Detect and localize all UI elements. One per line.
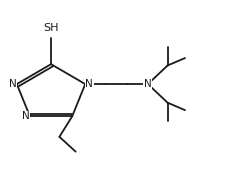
Text: N: N (85, 79, 93, 89)
Text: N: N (22, 111, 30, 121)
Text: SH: SH (43, 23, 58, 33)
Text: N: N (143, 79, 151, 89)
Text: N: N (9, 79, 17, 89)
